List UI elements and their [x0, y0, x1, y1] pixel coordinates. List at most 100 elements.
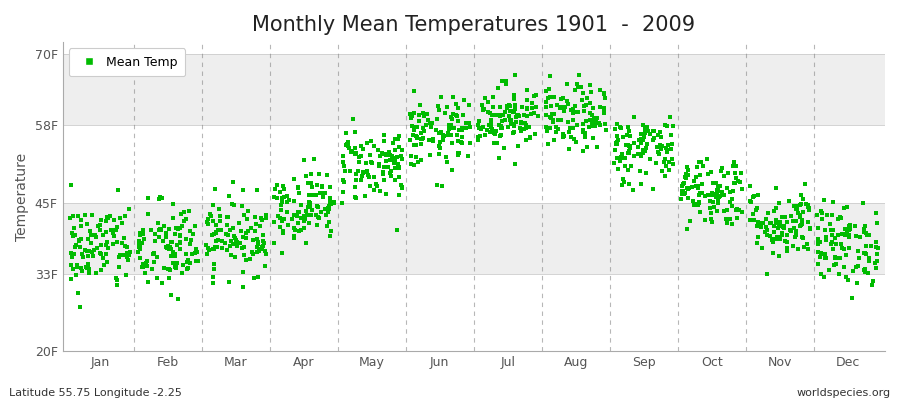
- Point: [250, 187, 265, 193]
- Point: [78, 264, 93, 270]
- Point: [99, 251, 113, 257]
- Point: [237, 212, 251, 218]
- Point: [454, 139, 468, 146]
- Point: [814, 207, 828, 214]
- Point: [493, 133, 508, 139]
- Point: [256, 238, 271, 244]
- Point: [634, 136, 648, 143]
- Point: [747, 217, 761, 223]
- Point: [742, 198, 757, 204]
- Point: [413, 102, 428, 108]
- Point: [309, 192, 323, 198]
- Point: [597, 89, 611, 96]
- Point: [122, 205, 136, 212]
- Point: [133, 246, 148, 252]
- Point: [167, 252, 182, 259]
- Bar: [62, 202, 885, 274]
- Point: [360, 168, 374, 175]
- Point: [623, 132, 637, 139]
- Point: [754, 220, 769, 226]
- Point: [404, 115, 419, 121]
- Point: [136, 264, 150, 270]
- Point: [800, 203, 814, 210]
- Point: [419, 110, 434, 117]
- Point: [570, 122, 584, 128]
- Point: [623, 142, 637, 149]
- Point: [335, 200, 349, 206]
- Point: [69, 272, 84, 278]
- Point: [593, 104, 608, 110]
- Point: [803, 225, 817, 232]
- Point: [726, 188, 741, 194]
- Point: [622, 148, 636, 154]
- Point: [236, 284, 250, 290]
- Point: [455, 127, 470, 134]
- Point: [148, 238, 162, 244]
- Point: [312, 215, 327, 221]
- Point: [766, 250, 780, 256]
- Point: [206, 246, 220, 252]
- Point: [294, 215, 309, 221]
- Point: [274, 250, 289, 256]
- Point: [115, 240, 130, 246]
- Point: [842, 234, 856, 240]
- Point: [837, 264, 851, 270]
- Point: [345, 148, 359, 154]
- Point: [240, 216, 255, 222]
- Point: [213, 213, 228, 219]
- Point: [786, 243, 800, 250]
- Point: [388, 165, 402, 172]
- Point: [209, 222, 223, 228]
- Point: [674, 196, 688, 202]
- Point: [440, 132, 454, 138]
- Bar: [62, 274, 885, 351]
- Point: [788, 233, 802, 240]
- Point: [780, 239, 795, 245]
- Point: [778, 225, 792, 232]
- Point: [583, 110, 598, 117]
- Point: [413, 157, 428, 164]
- Point: [274, 207, 288, 213]
- Point: [579, 118, 593, 124]
- Point: [828, 254, 842, 260]
- Point: [63, 250, 77, 256]
- Point: [679, 170, 693, 177]
- Point: [67, 225, 81, 231]
- Point: [406, 132, 420, 138]
- Point: [638, 126, 652, 133]
- Point: [134, 264, 148, 270]
- Point: [857, 228, 871, 235]
- Point: [614, 125, 628, 131]
- Point: [688, 200, 703, 207]
- Point: [661, 142, 675, 148]
- Point: [327, 200, 341, 206]
- Point: [275, 228, 290, 234]
- Point: [310, 222, 325, 228]
- Point: [291, 185, 305, 191]
- Point: [694, 159, 708, 165]
- Point: [623, 144, 637, 151]
- Point: [704, 169, 718, 176]
- Point: [764, 220, 778, 226]
- Point: [434, 94, 448, 100]
- Point: [103, 212, 117, 219]
- Point: [442, 126, 456, 132]
- Point: [502, 113, 517, 120]
- Point: [166, 249, 181, 255]
- Point: [207, 230, 221, 237]
- Point: [609, 141, 624, 148]
- Point: [482, 109, 496, 116]
- Point: [410, 142, 424, 148]
- Point: [101, 245, 115, 251]
- Point: [302, 199, 317, 205]
- Point: [861, 255, 876, 262]
- Point: [428, 126, 443, 133]
- Point: [94, 222, 108, 228]
- Point: [767, 236, 781, 242]
- Point: [660, 149, 674, 156]
- Point: [112, 186, 126, 193]
- Point: [133, 241, 148, 248]
- Point: [232, 240, 247, 246]
- Point: [293, 215, 308, 222]
- Point: [777, 222, 791, 229]
